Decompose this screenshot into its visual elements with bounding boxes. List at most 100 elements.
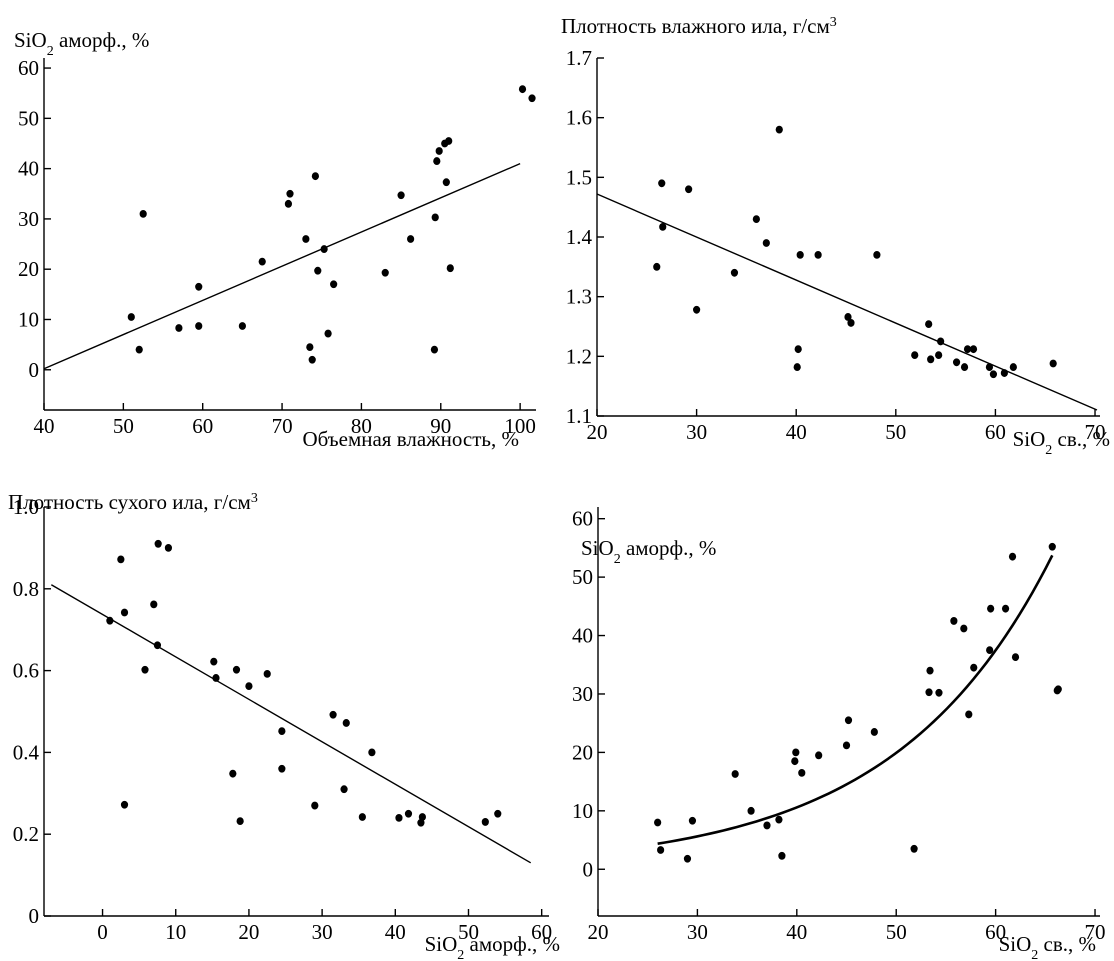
data-point bbox=[960, 363, 969, 371]
data-point bbox=[747, 806, 755, 815]
data-point bbox=[395, 813, 403, 822]
data-point bbox=[127, 313, 135, 321]
data-point bbox=[330, 280, 338, 289]
y-tick-label: 40 bbox=[572, 624, 593, 648]
data-point bbox=[731, 770, 739, 778]
data-point bbox=[775, 125, 783, 134]
data-point bbox=[927, 355, 935, 364]
x-tick-label: 40 bbox=[34, 414, 55, 438]
data-point bbox=[989, 370, 998, 379]
data-point bbox=[340, 785, 348, 794]
data-point bbox=[120, 608, 129, 617]
x-tick-label: 0 bbox=[97, 920, 108, 944]
y-tick-label: 0 bbox=[29, 358, 40, 382]
data-point bbox=[1008, 552, 1017, 561]
y-tick-label: 1.5 bbox=[566, 165, 592, 189]
panel-4-plot: 20 30 40 50 60 70 0 10 20 30 40 50 60 bbox=[572, 507, 1106, 944]
data-point bbox=[925, 688, 933, 697]
y-tick-label: 0 bbox=[583, 857, 594, 881]
chart-panel-2: Плотность влажного ила, г/см3 SiO2 св., … bbox=[561, 14, 1110, 458]
chart-panel-3: Плотность сухого ила, г/см3 SiO2 аморф.,… bbox=[8, 490, 560, 961]
data-point bbox=[935, 688, 943, 697]
y-tick-label: 40 bbox=[18, 157, 39, 181]
y-tick-label: 1.6 bbox=[566, 106, 592, 130]
data-point bbox=[683, 854, 692, 863]
x-tick-label: 70 bbox=[1085, 420, 1106, 444]
x-tick-label: 10 bbox=[165, 920, 186, 944]
data-point bbox=[442, 178, 450, 187]
data-point bbox=[306, 343, 314, 352]
data-point bbox=[528, 94, 536, 103]
data-point bbox=[963, 345, 972, 354]
data-point bbox=[153, 641, 162, 650]
data-point bbox=[937, 337, 945, 346]
data-point bbox=[164, 544, 173, 552]
data-point bbox=[965, 710, 973, 719]
data-point bbox=[418, 813, 426, 821]
data-point bbox=[688, 816, 697, 825]
data-point bbox=[654, 818, 662, 827]
panel-4-y-axis-label: SiO2 аморф., % bbox=[581, 536, 716, 567]
data-point bbox=[314, 266, 322, 275]
y-tick-label: 1.1 bbox=[566, 404, 592, 428]
y-tick-label: 20 bbox=[572, 740, 593, 764]
data-point bbox=[210, 657, 218, 666]
x-tick-label: 20 bbox=[588, 920, 609, 944]
data-point bbox=[407, 235, 415, 243]
y-tick-label: 60 bbox=[18, 56, 39, 80]
data-point bbox=[960, 624, 968, 633]
data-point bbox=[368, 748, 376, 757]
data-point bbox=[150, 600, 158, 609]
data-point bbox=[911, 351, 919, 360]
data-point bbox=[762, 239, 770, 247]
data-point bbox=[358, 813, 366, 821]
chart-panel-1: SiO2 аморф., % Объемная влажность, % 40 5… bbox=[14, 28, 536, 451]
y-tick-label: 1.4 bbox=[566, 225, 593, 249]
x-tick-label: 40 bbox=[786, 420, 807, 444]
trend-curve bbox=[657, 554, 1054, 846]
x-tick-label: 70 bbox=[272, 414, 293, 438]
data-point bbox=[117, 555, 125, 564]
y-tick-label: 1.3 bbox=[566, 285, 592, 309]
x-tick-label: 30 bbox=[687, 920, 708, 944]
y-tick-label: 30 bbox=[18, 207, 39, 231]
x-tick-label: 70 bbox=[1085, 920, 1106, 944]
data-point bbox=[120, 800, 129, 809]
data-point bbox=[793, 363, 801, 371]
data-point bbox=[284, 199, 293, 208]
data-point bbox=[796, 251, 804, 259]
data-point bbox=[985, 363, 994, 371]
x-tick-label: 100 bbox=[504, 414, 536, 438]
chart-panel-4: SiO2 аморф., % SiO2 св., % 20 30 40 50 60 70 0… bbox=[572, 507, 1106, 961]
x-tick-label: 80 bbox=[351, 414, 372, 438]
data-point bbox=[324, 329, 332, 338]
data-point bbox=[446, 264, 454, 273]
data-point bbox=[970, 663, 978, 672]
data-point bbox=[1000, 369, 1008, 377]
data-point bbox=[778, 851, 786, 860]
data-point bbox=[814, 251, 822, 259]
y-tick-label: 10 bbox=[572, 799, 593, 823]
data-point bbox=[792, 748, 800, 757]
data-point bbox=[381, 268, 389, 277]
data-point bbox=[481, 818, 489, 826]
data-point bbox=[987, 604, 995, 613]
panel-4-x-axis-label: SiO2 св., % bbox=[999, 932, 1096, 961]
data-point bbox=[435, 147, 443, 155]
data-point bbox=[693, 305, 701, 314]
data-point bbox=[794, 345, 802, 354]
panel-1-y-axis-label: SiO2 аморф., % bbox=[14, 28, 149, 59]
data-point bbox=[397, 191, 405, 200]
data-point bbox=[763, 821, 771, 830]
data-point bbox=[752, 215, 760, 224]
data-point bbox=[935, 351, 943, 360]
data-point bbox=[1053, 686, 1061, 695]
data-point bbox=[195, 282, 203, 291]
y-tick-label: 0.2 bbox=[13, 822, 39, 846]
y-tick-label: 60 bbox=[572, 507, 593, 531]
data-point bbox=[1011, 653, 1020, 662]
data-point bbox=[1009, 363, 1017, 371]
trend-line bbox=[50, 584, 532, 864]
data-point bbox=[847, 319, 855, 327]
data-point bbox=[154, 539, 162, 548]
